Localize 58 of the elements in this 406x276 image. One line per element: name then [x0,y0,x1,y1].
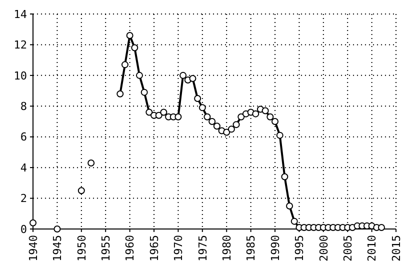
point [208,118,216,125]
point [198,104,206,112]
point [88,159,95,166]
point [121,61,128,68]
point [160,108,168,116]
y-tick-label: 2 [20,192,27,206]
x-tick-label: 1940 [26,235,40,262]
point [78,187,85,194]
x-tick-label: 2005 [341,235,354,262]
x-tick-label: 1985 [244,235,258,262]
point [378,224,385,231]
x-tick-label: 2000 [317,235,330,262]
point [54,226,61,232]
point [131,44,138,52]
x-tick-label: 1995 [293,235,306,262]
point [189,75,196,82]
point [290,218,298,225]
point [228,126,235,133]
y-tick-label: 12 [14,38,27,52]
x-tick-label: 1950 [75,235,88,262]
point [116,90,124,98]
x-tick-label: 1955 [99,235,112,262]
point [272,118,278,125]
point [140,88,148,96]
x-tick-label: 2015 [390,235,403,262]
x-tick-label: 2010 [366,235,379,262]
x-tick-label: 1970 [172,235,186,262]
x-tick-label: 1990 [268,235,282,262]
point [146,108,153,116]
y-tick-label: 14 [14,8,28,21]
x-tick-label: 1980 [220,235,234,262]
point [213,122,220,130]
x-tick-label: 1945 [51,235,64,262]
point [126,32,134,39]
point [266,113,274,120]
point [194,94,202,102]
point [238,113,245,120]
point [204,113,211,120]
point [174,113,182,120]
point [252,110,260,118]
y-tick-label: 8 [20,100,27,113]
point [276,132,284,139]
y-tick-label: 0 [20,222,27,236]
point [223,128,230,136]
point [155,112,162,119]
point [232,121,240,128]
x-tick-label: 1965 [148,235,161,262]
y-tick-label: 6 [20,130,27,144]
x-tick-label: 1975 [196,235,210,262]
point [136,72,143,79]
y-tick-label: 10 [14,69,27,82]
y-tick-label: 4 [20,161,28,174]
point [30,219,36,226]
x-tick-label: 1960 [124,235,137,262]
point [286,202,294,210]
point [281,173,288,180]
point [262,107,269,114]
point [180,72,187,79]
